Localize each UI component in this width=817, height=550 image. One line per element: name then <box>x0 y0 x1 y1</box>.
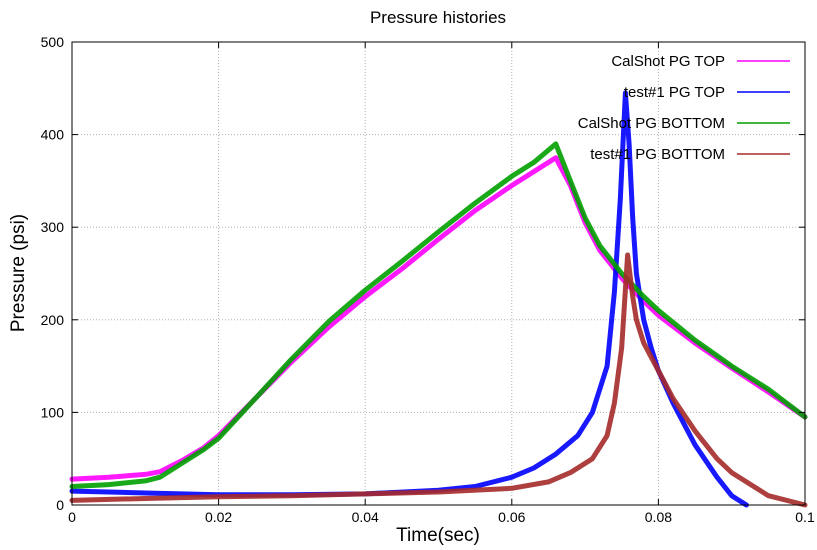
chart-title: Pressure histories <box>370 8 506 27</box>
legend-label: CalShot PG TOP <box>611 53 725 70</box>
y-tick-label: 100 <box>41 404 65 420</box>
y-tick-label: 400 <box>41 127 65 143</box>
y-tick-label: 300 <box>41 219 65 235</box>
y-axis-title: Pressure (psi) <box>8 214 29 332</box>
x-axis-title: Time(sec) <box>396 525 480 546</box>
x-tick-label: 0 <box>68 509 76 525</box>
x-tick-label: 0.08 <box>645 509 672 525</box>
series-line-3 <box>69 141 808 489</box>
legend-label: test#1 PG BOTTOM <box>590 146 725 163</box>
y-tick-label: 500 <box>41 34 65 50</box>
x-tick-label: 0.04 <box>352 509 379 525</box>
axis-ticks: 0 0.02 0.04 0.06 0.08 0.1 0 100 200 300 400 500 <box>41 34 815 525</box>
x-tick-label: 0.06 <box>498 509 525 525</box>
y-tick-label: 200 <box>41 312 65 328</box>
series-lines <box>69 90 808 508</box>
grid-lines <box>72 42 805 505</box>
legend-label: test#1 PG TOP <box>624 84 725 101</box>
plot-frame <box>71 41 806 506</box>
legend: CalShot PG TOP test#1 PG TOP CalShot PG BO… <box>578 53 790 163</box>
x-tick-label: 0.02 <box>205 509 232 525</box>
y-tick-label: 0 <box>56 497 64 513</box>
legend-label: CalShot PG BOTTOM <box>578 115 725 132</box>
series-line-4 <box>69 252 808 508</box>
x-tick-label: 0.1 <box>795 509 815 525</box>
